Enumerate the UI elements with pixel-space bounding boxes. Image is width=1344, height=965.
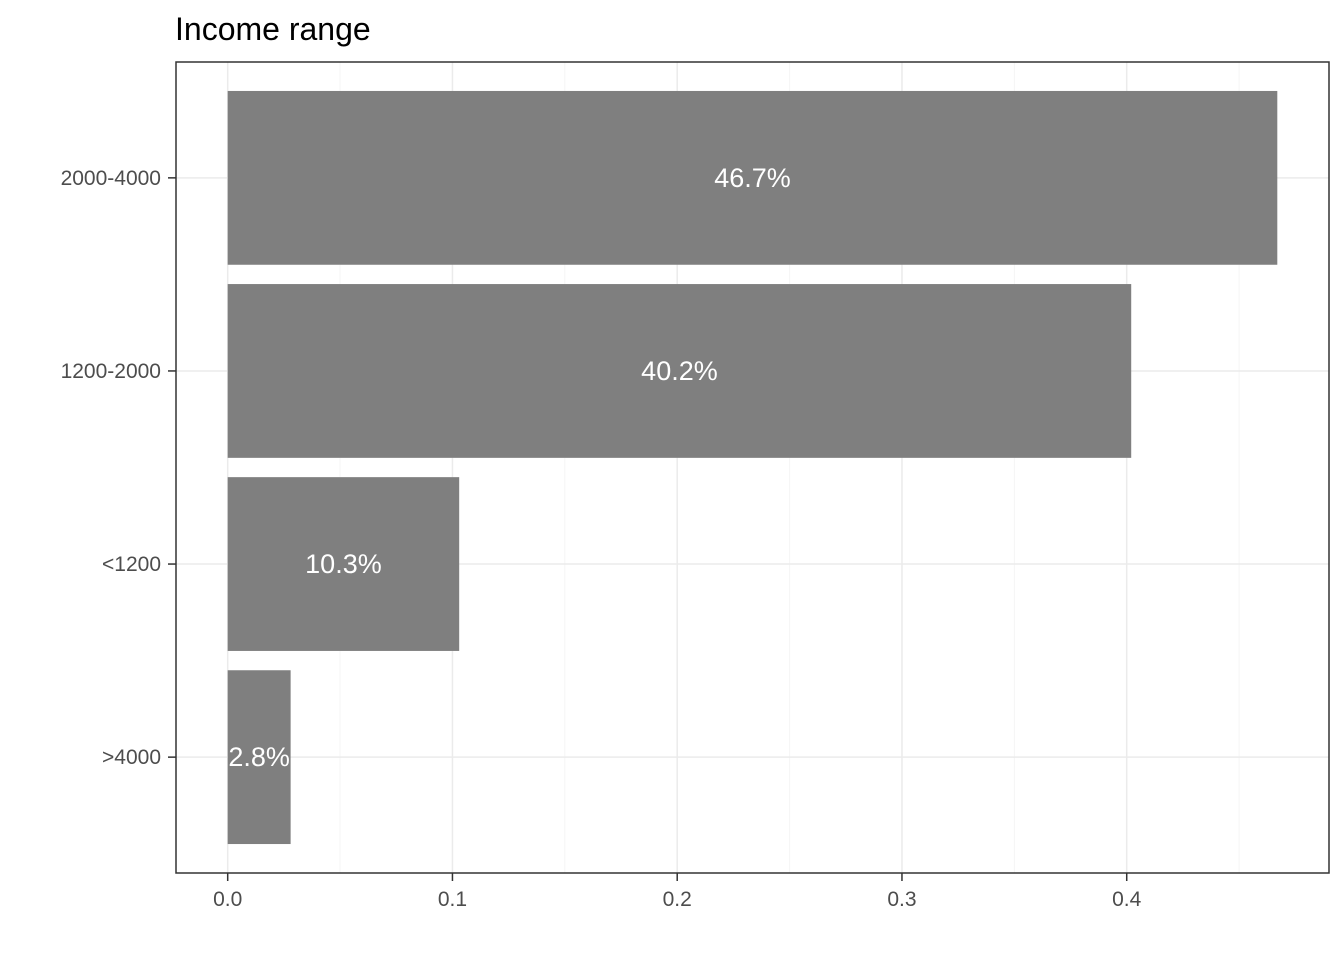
x-tick-label: 0.0 — [213, 888, 242, 911]
bar-value-label: 46.7% — [714, 163, 791, 193]
axes: 2000-4000 1200-2000 <1200 >4000 0.0 0.1 0.2 0.3… — [61, 167, 1142, 911]
y-tick-label: >4000 — [102, 746, 161, 769]
bar — [227, 284, 1132, 458]
chart-title: Income range — [175, 11, 371, 47]
x-tick-label: 0.3 — [887, 888, 916, 911]
x-tick-label: 0.1 — [438, 888, 467, 911]
y-tick-label: <1200 — [102, 553, 161, 576]
bar — [227, 670, 291, 845]
bar — [227, 477, 460, 651]
x-tick-label: 0.4 — [1112, 888, 1142, 911]
bars — [227, 90, 1278, 845]
bar-value-label: 2.8% — [228, 742, 290, 772]
bar-labels: 46.7% 40.2% 10.3% 2.8% — [228, 163, 790, 772]
y-tick-label: 1200-2000 — [61, 360, 161, 383]
bar — [227, 90, 1278, 265]
panel-border — [175, 61, 1330, 874]
bar-value-label: 40.2% — [641, 356, 718, 386]
y-tick-label: 2000-4000 — [61, 167, 161, 190]
bar-value-label: 10.3% — [305, 549, 382, 579]
x-tick-label: 0.2 — [663, 888, 692, 911]
